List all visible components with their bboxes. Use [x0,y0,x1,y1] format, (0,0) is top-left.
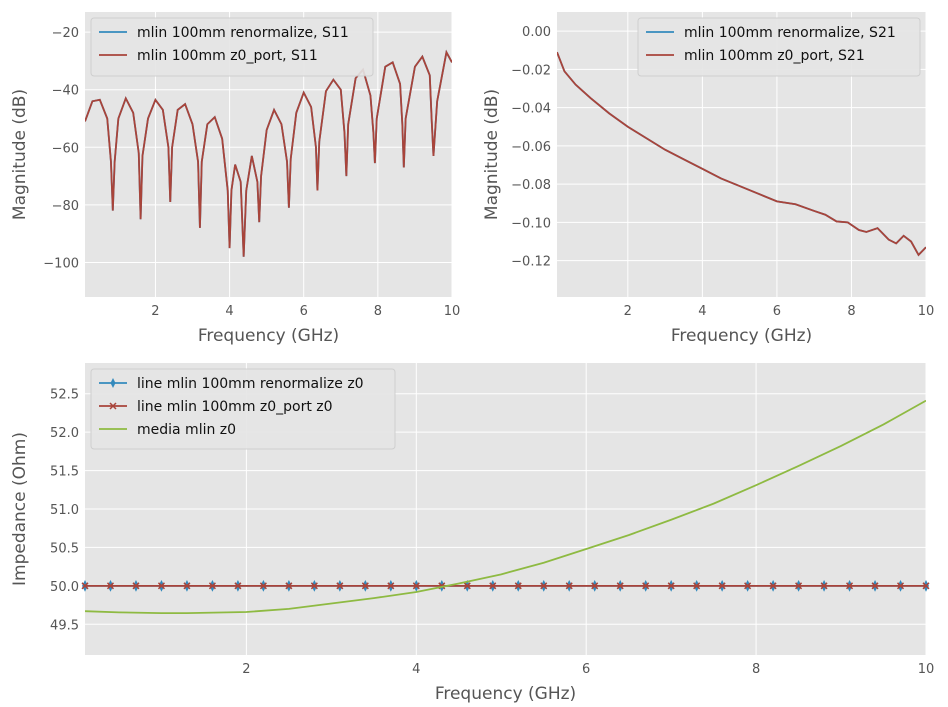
x-marker [157,582,165,590]
x-tick-label: 2 [624,304,632,319]
x-marker [871,582,879,590]
legend-box [90,17,374,77]
y-tick-label: −0.08 [511,178,551,193]
x-marker [81,582,89,590]
x-marker [896,582,905,590]
y-tick-label: 51.5 [50,465,79,480]
x-marker [565,582,573,590]
x-marker [591,582,599,590]
x-marker [285,582,293,590]
x-marker [234,582,242,590]
x-marker [514,582,522,590]
y-axis-label: Magnitude (dB) [482,89,502,220]
x-marker [846,582,854,590]
x-axis-label: Frequency (GHz) [435,684,576,704]
x-tick-label: 10 [444,304,461,319]
y-tick-label: 52.5 [50,388,79,403]
y-tick-label: 49.5 [50,618,79,633]
x-marker [412,582,420,590]
x-marker [540,582,548,590]
y-axis-label: Impedance (Ohm) [10,432,30,586]
x-marker [208,582,216,590]
y-tick-label: −20 [52,26,79,41]
x-marker [795,582,803,590]
y-tick-label: 50.5 [50,541,79,556]
x-marker [489,582,497,590]
y-tick-label: −0.04 [511,102,551,117]
x-tick-label: 6 [773,304,781,319]
x-tick-label: 8 [847,304,855,319]
y-tick-label: 51.0 [50,503,79,518]
chart-s21: 2 4 6 8 10 0.00 −0.02 −0.04 −0.06 −0.08 −0.10 −0.12… [482,12,934,346]
chart-z0: 2 4 6 8 10 49.5 50.0 50.5 51.0 51.5 52.0 52.5 Freque… [10,363,934,704]
x-marker [310,582,318,590]
x-tick-label: 10 [918,304,935,319]
x-marker [820,582,828,590]
legend-label: mlin 100mm z0_port, S11 [137,48,318,64]
x-marker [693,582,701,590]
legend-x-marker [109,402,117,410]
y-tick-label: 50.0 [50,580,79,595]
x-marker [336,582,344,590]
x-marker [718,582,726,590]
x-tick-label: 2 [242,662,250,677]
legend-diamond-marker [110,378,116,388]
legend: mlin 100mm renormalize, S11 mlin 100mm z0… [90,17,374,77]
x-marker [463,582,471,590]
x-marker [744,582,752,590]
x-marker [259,582,267,590]
x-tick-label: 6 [582,662,590,677]
legend-label: mlin 100mm z0_port, S21 [684,48,865,64]
chart-s11: 2 4 6 8 10 −100 −80 −60 −40 −20 Frequency (GHz) Mag… [10,12,460,346]
y-tick-label: −0.06 [511,140,551,155]
x-marker [132,582,140,590]
legend-label: mlin 100mm renormalize, S11 [137,25,349,41]
y-axis-label: Magnitude (dB) [10,89,30,220]
x-tick-label: 4 [698,304,706,319]
y-tick-label: 0.00 [522,25,551,40]
y-tick-label: −100 [43,256,79,271]
legend-box [637,17,921,77]
x-marker [769,582,777,590]
x-tick-label: 8 [752,662,760,677]
x-marker [667,582,675,590]
x-tick-label: 2 [151,304,159,319]
y-tick-label: −40 [52,84,79,99]
y-tick-label: −0.12 [511,255,551,270]
y-tick-label: −0.02 [511,63,551,78]
x-marker [616,582,624,590]
x-tick-label: 4 [412,662,420,677]
x-marker [387,582,395,590]
x-marker [361,582,369,590]
series-line-1 [85,49,452,257]
x-axis-label: Frequency (GHz) [671,326,812,346]
x-marker [106,582,115,590]
legend-box [90,368,396,450]
legend-label: line mlin 100mm renormalize z0 [137,376,364,392]
x-tick-label: 8 [374,304,382,319]
x-tick-label: 4 [225,304,233,319]
series-line-2 [85,399,926,615]
x-tick-label: 10 [918,662,935,677]
x-marker [642,582,650,590]
legend-label: media mlin z0 [137,422,236,438]
legend: line mlin 100mm renormalize z0 line mlin … [90,368,396,450]
series-line-1 [557,51,926,257]
y-tick-label: −0.10 [511,216,551,231]
legend: mlin 100mm renormalize, S21 mlin 100mm z0… [637,17,921,77]
legend-label: mlin 100mm renormalize, S21 [684,25,896,41]
x-marker [183,582,191,590]
legend-label: line mlin 100mm z0_port z0 [137,399,333,415]
y-tick-label: 52.0 [50,426,79,441]
y-tick-label: −60 [52,141,79,156]
y-tick-label: −80 [52,199,79,214]
x-tick-label: 6 [300,304,308,319]
x-marker [922,582,930,590]
x-axis-label: Frequency (GHz) [198,326,339,346]
